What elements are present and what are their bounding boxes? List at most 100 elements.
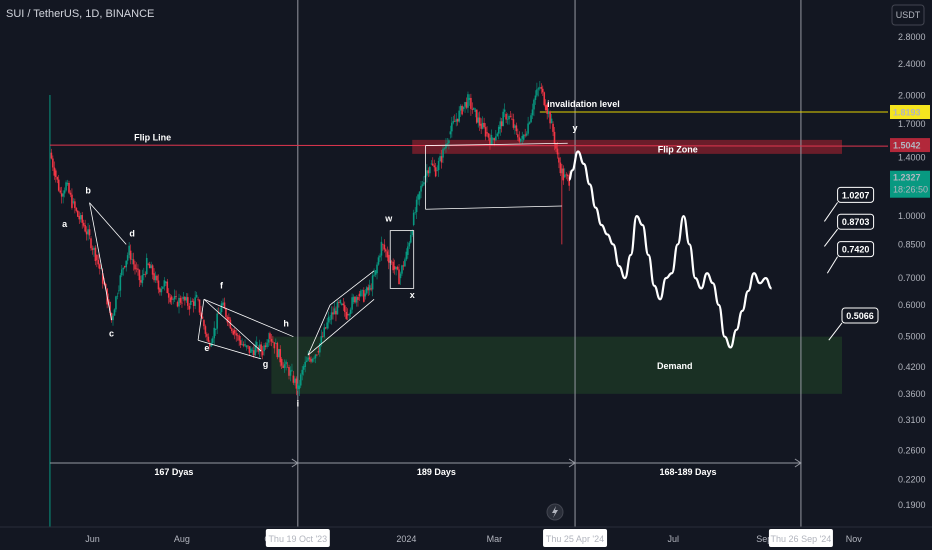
- candle-body: [253, 350, 255, 356]
- candle-body: [481, 122, 484, 129]
- candle-body: [451, 122, 453, 132]
- candle-body: [200, 312, 202, 317]
- candle-body: [229, 319, 232, 329]
- candle-body: [458, 110, 460, 122]
- currency-label: USDT: [896, 10, 921, 20]
- candle-body: [304, 361, 306, 368]
- candle-body: [103, 283, 106, 285]
- x-tick-label: Jun: [85, 534, 100, 544]
- candle-body: [503, 109, 506, 112]
- candle-body: [470, 97, 472, 109]
- candle-body: [289, 370, 292, 376]
- candle-body: [539, 87, 541, 89]
- candle-body: [475, 109, 478, 123]
- candle-body: [147, 263, 150, 265]
- candle-body: [286, 367, 289, 368]
- candle-body: [408, 242, 411, 247]
- candle-body: [521, 135, 524, 139]
- candle-body: [236, 335, 239, 337]
- candle-body: [302, 366, 305, 370]
- candle-body: [393, 266, 396, 270]
- candle-body: [100, 268, 103, 270]
- candle-body: [339, 299, 342, 303]
- candle-body: [471, 108, 474, 110]
- x-tick-label: Aug: [174, 534, 190, 544]
- candle-body: [317, 351, 320, 353]
- candle-body: [79, 215, 82, 220]
- candle-body: [330, 312, 333, 320]
- x-tick-label: 2024: [396, 534, 416, 544]
- candle-body: [87, 229, 89, 235]
- candle-body: [414, 212, 416, 213]
- time-axis: [0, 527, 888, 550]
- candle-body: [238, 335, 240, 341]
- candle-body: [495, 136, 497, 141]
- candle-body: [533, 99, 535, 110]
- candle-body: [123, 266, 126, 268]
- flip-tag-label: 1.5042: [893, 141, 921, 151]
- candle-body: [411, 230, 414, 236]
- last-price-label: 1.2327: [893, 173, 921, 183]
- candle-body: [115, 296, 117, 310]
- candle-body: [226, 317, 229, 323]
- candle-body: [60, 193, 63, 197]
- candle-body: [336, 302, 339, 315]
- candle-body: [338, 302, 340, 303]
- candle-body: [172, 299, 174, 300]
- candle-body: [418, 191, 421, 200]
- invalidation-tag-label: 1.8193: [893, 108, 921, 118]
- candle-body: [527, 123, 529, 134]
- y-tick-label: 0.3100: [898, 415, 926, 425]
- candle-body: [231, 328, 233, 331]
- candle-body: [222, 302, 224, 305]
- candle-body: [313, 358, 315, 359]
- candle-body: [483, 122, 485, 128]
- candle-body: [166, 281, 169, 294]
- arrow-head-icon: [794, 458, 802, 468]
- candle-body: [175, 296, 177, 297]
- candle-body: [66, 182, 69, 185]
- candle-body: [496, 133, 499, 137]
- wave-line: [307, 304, 331, 356]
- candle-body: [151, 265, 154, 275]
- candle-body: [298, 385, 301, 390]
- candle-body: [138, 269, 141, 281]
- candle-body: [439, 156, 441, 162]
- candle-body: [109, 301, 111, 313]
- candle-body: [264, 345, 267, 348]
- candle-body: [62, 193, 64, 197]
- candle-body: [487, 133, 490, 138]
- candle-body: [245, 345, 248, 348]
- candle-body: [101, 273, 104, 284]
- candle-body: [314, 354, 317, 359]
- candle-body: [500, 121, 503, 127]
- candle-body: [346, 313, 349, 316]
- candle-body: [285, 361, 287, 365]
- candle-body: [167, 293, 170, 298]
- candle-body: [412, 212, 415, 226]
- candle-body: [194, 297, 196, 306]
- candle-body: [549, 111, 551, 124]
- candle-body: [242, 344, 245, 346]
- target-box: [837, 213, 875, 230]
- candle-body: [446, 143, 449, 145]
- y-tick-label: 0.2600: [898, 445, 926, 455]
- candle-body: [201, 316, 204, 319]
- candle-body: [137, 268, 139, 270]
- candle-body: [556, 148, 559, 155]
- candle-body: [524, 134, 526, 136]
- candle-body: [96, 254, 98, 261]
- candle-body: [254, 345, 257, 356]
- candle-body: [310, 358, 312, 362]
- candle-body: [251, 350, 254, 352]
- candle-body: [490, 134, 493, 144]
- y-tick-label: 0.2200: [898, 474, 926, 484]
- candle-body: [437, 161, 440, 171]
- lightning-icon-glyph: [552, 506, 558, 518]
- candle-body: [247, 345, 249, 347]
- wave-line: [197, 299, 205, 341]
- y-tick-label: 2.0000: [898, 91, 926, 101]
- candle-body: [364, 293, 367, 297]
- candle-body: [434, 167, 437, 177]
